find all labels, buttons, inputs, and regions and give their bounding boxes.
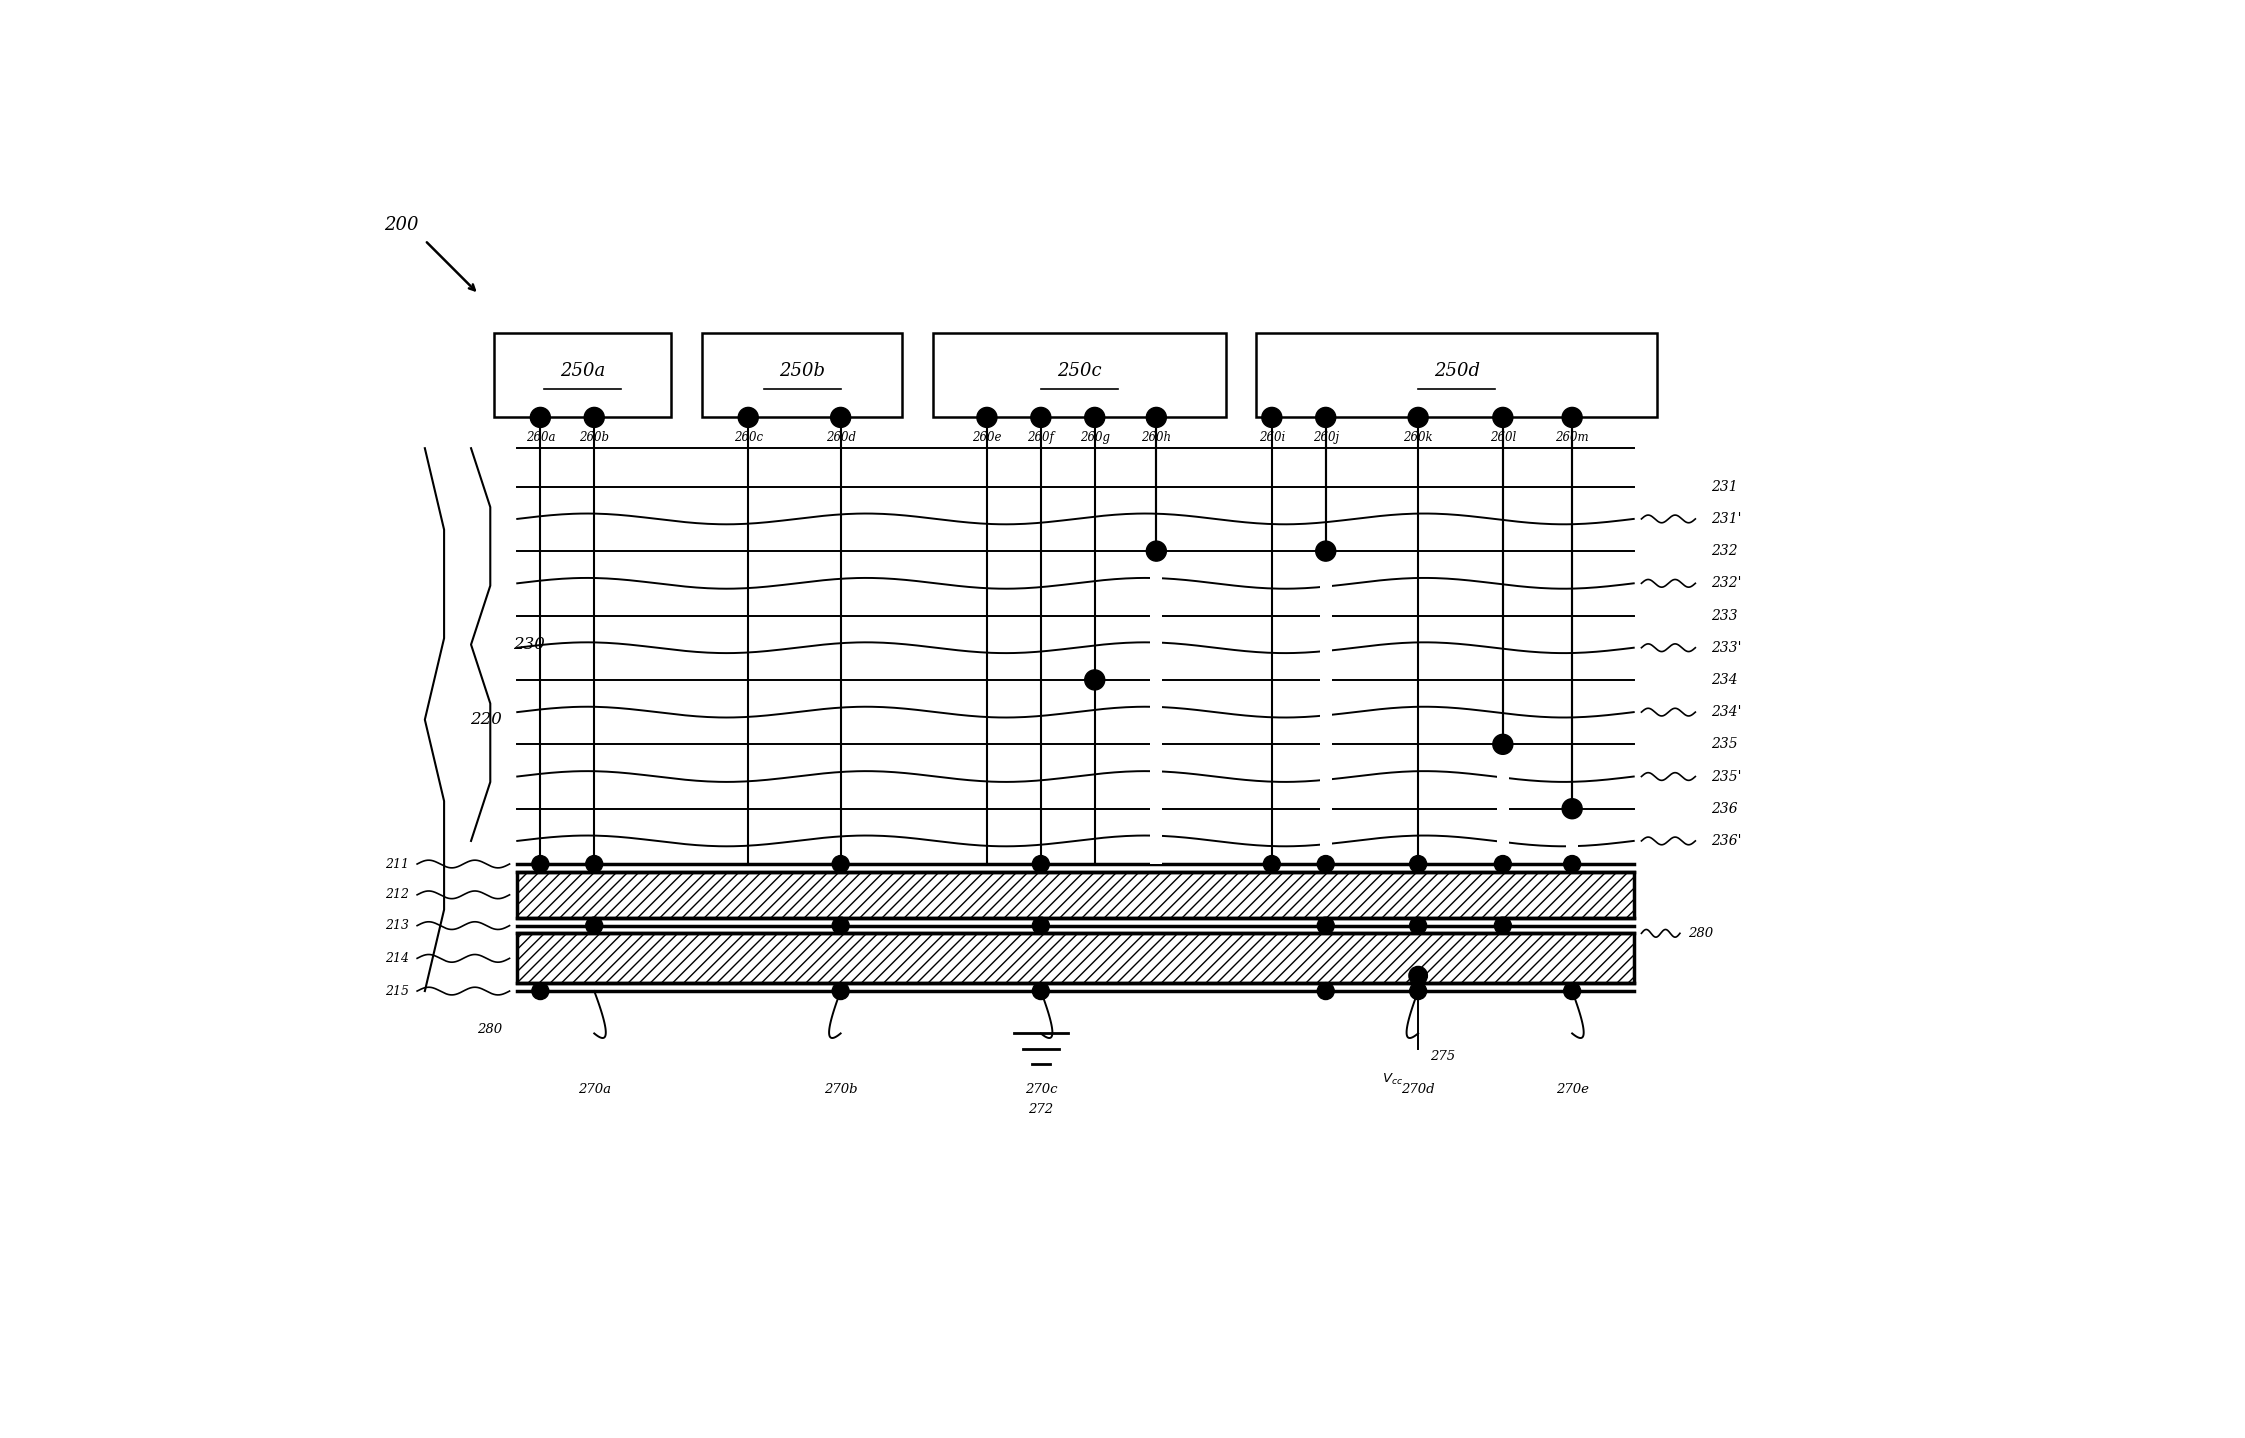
Text: 213: 213 bbox=[386, 919, 409, 932]
Text: 260b: 260b bbox=[579, 431, 608, 444]
Text: 275: 275 bbox=[1430, 1050, 1455, 1063]
Text: 260h: 260h bbox=[1140, 431, 1172, 444]
Circle shape bbox=[1030, 407, 1051, 427]
Circle shape bbox=[1565, 982, 1580, 999]
Text: 260j: 260j bbox=[1313, 431, 1338, 444]
Bar bbox=[516, 933, 1634, 984]
Circle shape bbox=[532, 982, 548, 999]
Text: 200: 200 bbox=[384, 216, 420, 234]
Circle shape bbox=[1147, 407, 1167, 427]
Circle shape bbox=[1147, 541, 1167, 561]
Text: 234': 234' bbox=[1711, 705, 1742, 719]
Circle shape bbox=[1318, 917, 1334, 935]
Circle shape bbox=[1410, 856, 1426, 873]
Circle shape bbox=[1565, 856, 1580, 873]
Circle shape bbox=[833, 856, 849, 873]
Text: 233: 233 bbox=[1711, 608, 1738, 623]
Text: 250c: 250c bbox=[1057, 362, 1102, 380]
Text: 260e: 260e bbox=[972, 431, 1001, 444]
Text: $V_{cc}$: $V_{cc}$ bbox=[1381, 1071, 1403, 1087]
Bar bbox=[1497, 745, 1509, 864]
Text: 260m: 260m bbox=[1556, 431, 1589, 444]
Text: 270e: 270e bbox=[1556, 1083, 1589, 1096]
Text: 272: 272 bbox=[1028, 1103, 1053, 1116]
Text: 234: 234 bbox=[1711, 673, 1738, 687]
Text: 260f: 260f bbox=[1028, 431, 1055, 444]
Text: 260d: 260d bbox=[826, 431, 855, 444]
Bar bbox=[516, 871, 1634, 917]
Text: 270a: 270a bbox=[577, 1083, 611, 1096]
Text: 236': 236' bbox=[1711, 834, 1742, 848]
Bar bbox=[1257, 332, 1657, 417]
Circle shape bbox=[1084, 670, 1105, 690]
Text: 231': 231' bbox=[1711, 512, 1742, 526]
Text: 270d: 270d bbox=[1401, 1083, 1435, 1096]
Circle shape bbox=[1033, 917, 1048, 935]
Bar bbox=[1149, 551, 1163, 864]
Circle shape bbox=[530, 407, 550, 427]
Circle shape bbox=[831, 407, 851, 427]
Text: 235: 235 bbox=[1711, 738, 1738, 751]
Circle shape bbox=[1318, 856, 1334, 873]
Bar bbox=[1320, 551, 1331, 864]
Text: 232: 232 bbox=[1711, 544, 1738, 558]
Text: 260l: 260l bbox=[1491, 431, 1515, 444]
Bar bbox=[703, 332, 902, 417]
Circle shape bbox=[1033, 982, 1048, 999]
Circle shape bbox=[1410, 917, 1426, 935]
Text: 232': 232' bbox=[1711, 577, 1742, 591]
Circle shape bbox=[1264, 856, 1280, 873]
Text: 233': 233' bbox=[1711, 641, 1742, 654]
Text: 280: 280 bbox=[1688, 928, 1713, 940]
Circle shape bbox=[1084, 407, 1105, 427]
Text: 260i: 260i bbox=[1259, 431, 1284, 444]
Circle shape bbox=[1563, 798, 1583, 818]
Circle shape bbox=[1316, 541, 1336, 561]
Circle shape bbox=[833, 917, 849, 935]
Circle shape bbox=[586, 917, 602, 935]
Circle shape bbox=[1493, 735, 1513, 755]
Circle shape bbox=[1495, 856, 1511, 873]
Text: 235': 235' bbox=[1711, 769, 1742, 784]
Circle shape bbox=[833, 982, 849, 999]
Circle shape bbox=[1262, 407, 1282, 427]
Text: 270b: 270b bbox=[824, 1083, 858, 1096]
Circle shape bbox=[532, 856, 548, 873]
Bar bbox=[934, 332, 1226, 417]
Circle shape bbox=[1410, 982, 1426, 999]
Text: 230: 230 bbox=[512, 636, 546, 653]
Circle shape bbox=[1493, 407, 1513, 427]
Text: 250b: 250b bbox=[779, 362, 826, 380]
Text: 214: 214 bbox=[386, 952, 409, 965]
Circle shape bbox=[977, 407, 997, 427]
Text: 260a: 260a bbox=[525, 431, 555, 444]
Circle shape bbox=[1033, 856, 1048, 873]
Circle shape bbox=[1563, 407, 1583, 427]
Circle shape bbox=[1408, 407, 1428, 427]
Circle shape bbox=[1318, 982, 1334, 999]
Text: 212: 212 bbox=[386, 889, 409, 902]
Text: 211: 211 bbox=[386, 857, 409, 870]
Circle shape bbox=[1410, 966, 1428, 985]
Text: 215: 215 bbox=[386, 985, 409, 998]
Text: 260k: 260k bbox=[1403, 431, 1432, 444]
Text: 280: 280 bbox=[476, 1022, 503, 1035]
Text: 250a: 250a bbox=[559, 362, 606, 380]
Text: 260c: 260c bbox=[734, 431, 763, 444]
Bar bbox=[1567, 808, 1578, 864]
Circle shape bbox=[739, 407, 759, 427]
Text: 236: 236 bbox=[1711, 802, 1738, 815]
Circle shape bbox=[586, 856, 602, 873]
Circle shape bbox=[1495, 917, 1511, 935]
Text: 220: 220 bbox=[471, 712, 503, 728]
Text: 270c: 270c bbox=[1024, 1083, 1057, 1096]
Text: 260g: 260g bbox=[1080, 431, 1109, 444]
Text: 231: 231 bbox=[1711, 480, 1738, 493]
Bar bbox=[494, 332, 671, 417]
Text: 250d: 250d bbox=[1435, 362, 1479, 380]
Circle shape bbox=[584, 407, 604, 427]
Circle shape bbox=[1316, 407, 1336, 427]
